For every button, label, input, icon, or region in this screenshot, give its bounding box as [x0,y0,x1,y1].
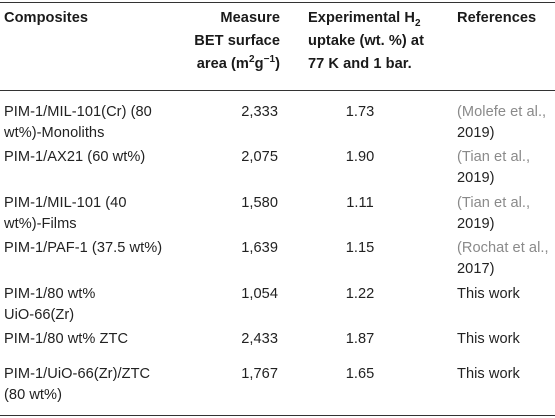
header-bet-line1: Measure [220,10,280,26]
row-7-composite-line1: PIM-1/UiO-66(Zr)/ZTC [4,366,151,382]
row-3-composite-line2: wt%)-Films [4,216,77,232]
header-h2-line1: Experimental H2 [308,10,421,29]
row-4-ref-line1[interactable]: (Rochat et al., [457,240,549,256]
row-2-bet: 2,075 [241,149,278,165]
row-4-h2: 1.15 [345,240,375,256]
row-5-composite-line2: UiO-66(Zr) [4,307,75,323]
header-bet-line3: area (m2g−1) [196,54,280,72]
row-3-h2: 1.11 [346,195,374,211]
row-5-composite-line1: PIM-1/80 wt% [4,286,96,302]
row-6-composite-line1: PIM-1/80 wt% ZTC [4,331,129,347]
row-3-ref-line2: 2019) [457,216,495,232]
row-2-composite-line1: PIM-1/AX21 (60 wt%) [4,149,146,165]
row-3-bet: 1,580 [241,195,278,211]
header-composites: Composites [4,10,89,26]
top-rule [0,2,555,3]
header-rule [0,90,555,91]
row-6-bet: 2,433 [241,331,278,347]
row-3-ref-line1[interactable]: (Tian et al., [457,195,531,211]
row-7-bet: 1,767 [241,366,278,382]
row-6-h2: 1.87 [345,331,375,347]
row-1-bet: 2,333 [241,104,278,120]
row-7-composite-line2: (80 wt%) [4,387,62,403]
row-7-h2: 1.65 [345,366,375,382]
row-1-composite-line1: PIM-1/MIL-101(Cr) (80 [4,104,152,120]
header-bet-line2: BET surface [194,33,280,49]
row-7-ref-line1: This work [457,366,520,382]
row-5-h2: 1.22 [345,286,375,302]
row-1-ref-line1[interactable]: (Molefe et al., [457,104,547,120]
header-references: References [457,10,537,26]
bottom-rule [0,415,555,416]
row-1-composite-line2: wt%)-Monoliths [4,125,105,141]
row-2-ref-line1[interactable]: (Tian et al., [457,149,531,165]
row-1-h2: 1.73 [345,104,375,120]
row-4-bet: 1,639 [241,240,278,256]
header-h2-line3: 77 K and 1 bar. [308,56,412,72]
row-2-h2: 1.90 [345,149,375,165]
row-6-ref-line1: This work [457,331,520,347]
row-1-ref-line2: 2019) [457,125,495,141]
row-4-composite-line1: PIM-1/PAF-1 (37.5 wt%) [4,240,163,256]
row-5-ref-line1: This work [457,286,520,302]
row-5-bet: 1,054 [241,286,278,302]
row-3-composite-line1: PIM-1/MIL-101 (40 [4,195,127,211]
row-4-ref-line2: 2017) [457,261,495,277]
header-h2-line2: uptake (wt. %) at [308,33,424,49]
row-2-ref-line2: 2019) [457,170,495,186]
